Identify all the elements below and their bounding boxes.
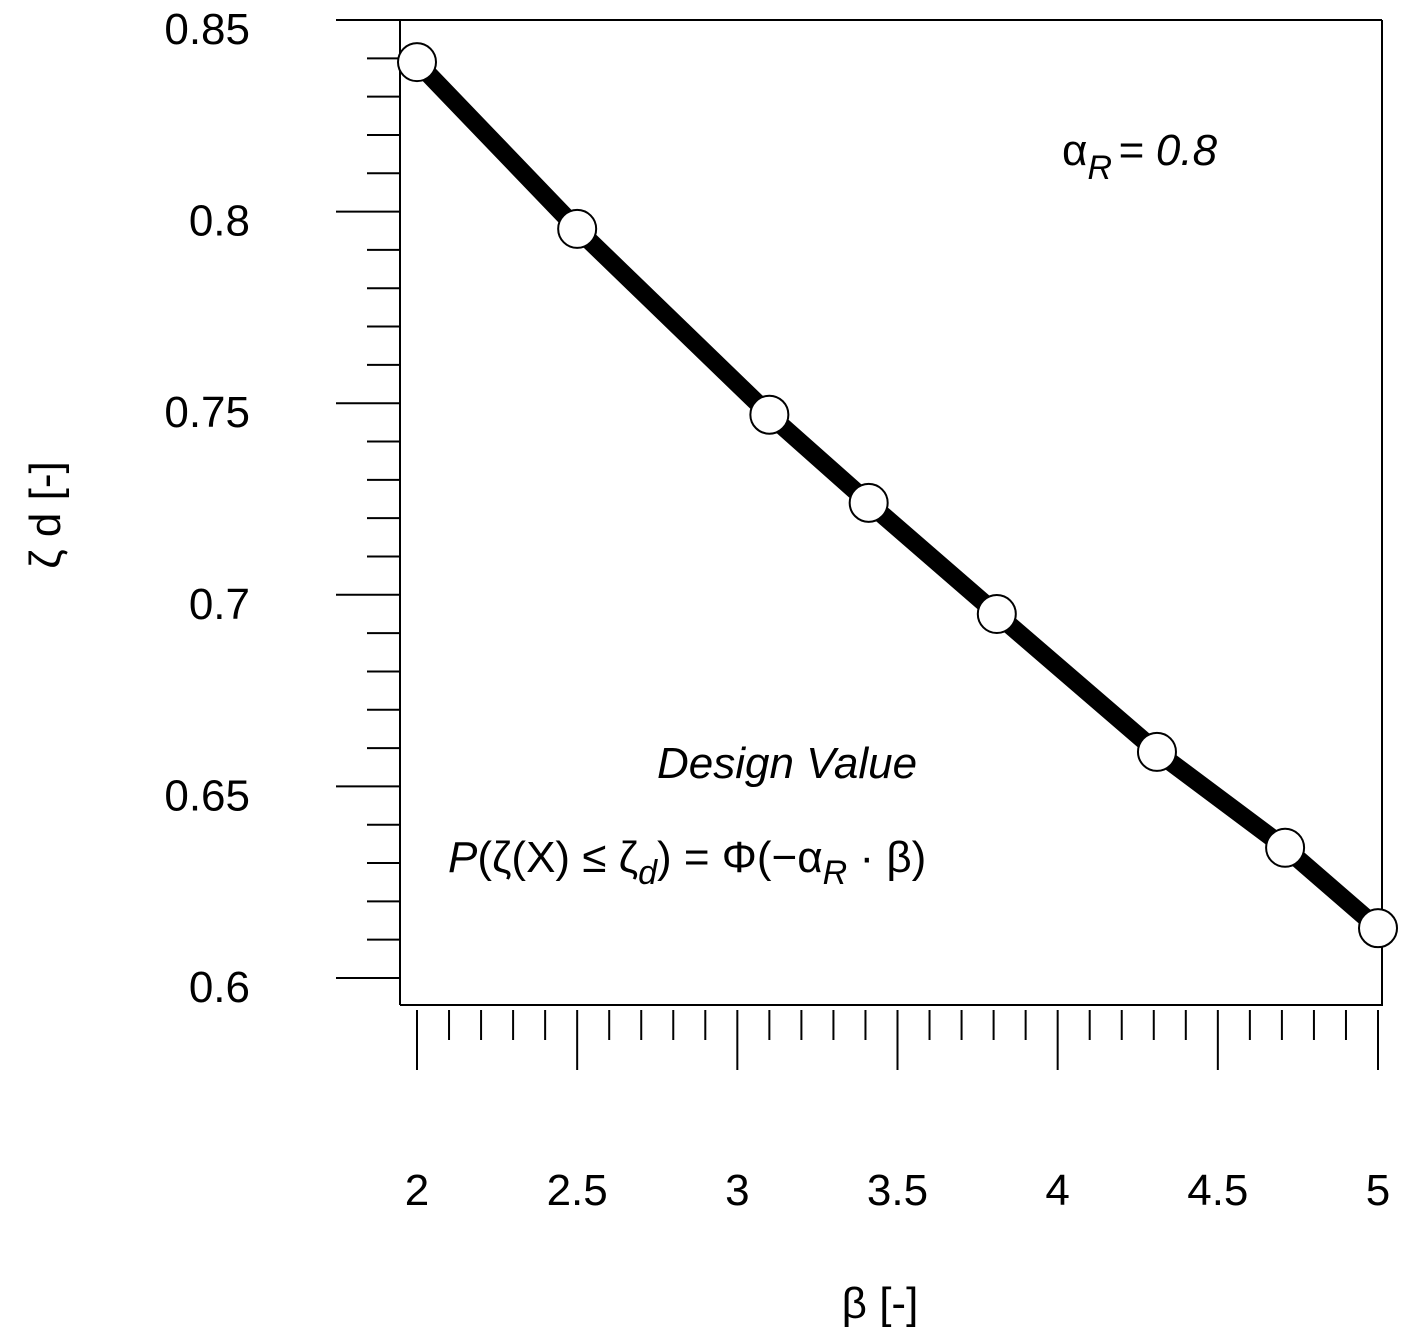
y-tick-label: 0.65 — [164, 771, 250, 820]
y-tick-label: 0.75 — [164, 388, 250, 437]
design-value-label: Design Value — [657, 739, 917, 788]
y-tick-label: 0.7 — [189, 580, 250, 629]
x-tick-label: 3 — [725, 1166, 749, 1215]
x-tick-label: 4 — [1045, 1166, 1069, 1215]
data-point — [848, 482, 889, 523]
y-axis-label: ζ d [-] — [21, 461, 70, 568]
data-point — [976, 593, 1017, 634]
series-points — [397, 42, 1398, 949]
axes: 0.6 0.65 0.7 0.75 0.8 0.85 2 2.5 3 3.5 4 4.5 5 — [164, 5, 1390, 1215]
data-point — [1265, 827, 1306, 868]
series-line — [410, 55, 1384, 935]
data-point — [1358, 908, 1398, 949]
series-polyline — [410, 55, 1384, 935]
data-point — [557, 208, 598, 249]
formula-annotation: P(ζ(X) ≤ ζd) = Φ(−αR · β) — [448, 833, 926, 892]
x-tick-label: 2 — [405, 1166, 429, 1215]
alpha-annotation: αR = 0.8 — [1062, 126, 1218, 187]
x-tick-label: 4.5 — [1187, 1166, 1248, 1215]
x-tick-label: 3.5 — [867, 1166, 928, 1215]
y-tick-label: 0.85 — [164, 5, 250, 54]
data-point — [397, 42, 437, 83]
x-tick-label: 5 — [1366, 1166, 1390, 1215]
y-tick-label: 0.8 — [189, 197, 250, 246]
x-tick-label: 2.5 — [547, 1166, 608, 1215]
data-point — [1136, 731, 1177, 772]
y-tick-label: 0.6 — [189, 963, 250, 1012]
data-point — [749, 394, 790, 435]
x-axis-label: β [-] — [842, 1279, 919, 1328]
